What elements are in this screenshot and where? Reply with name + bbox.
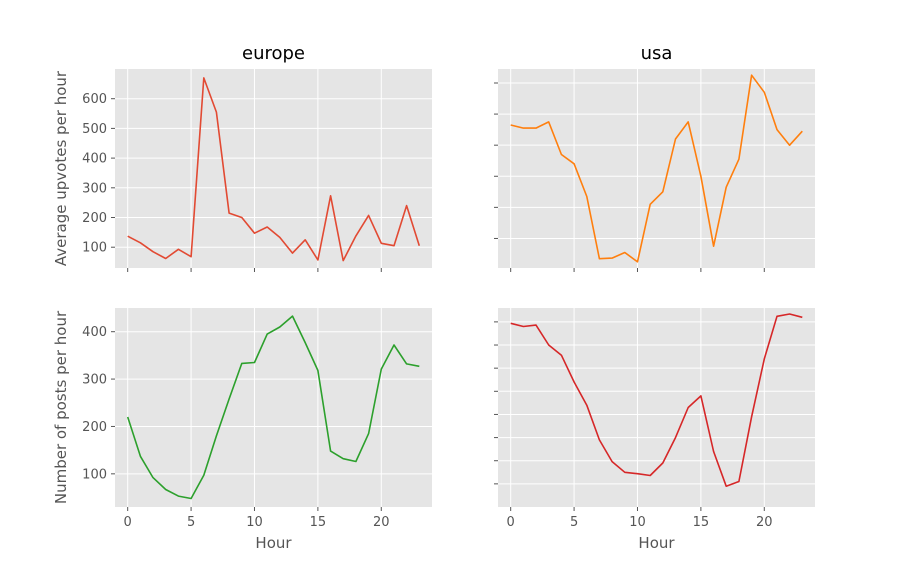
x-tick-label: 5 — [570, 515, 578, 530]
plot-area — [115, 308, 432, 507]
series-line — [510, 74, 803, 263]
subplot-2: 0 5 10 15 20 100 200 300 400 Hour Number of posts … — [52, 308, 432, 552]
y-axis-label: Average upvotes per hour — [52, 70, 70, 266]
plot-area — [498, 308, 815, 507]
y-tick-label: 400 — [82, 152, 107, 167]
x-tick-label: 10 — [629, 515, 646, 530]
x-axis-label: Hour — [255, 534, 292, 552]
subplot-title: europe — [242, 43, 305, 64]
y-tick-label: 100 — [82, 241, 107, 256]
y-tick-label: 400 — [82, 325, 107, 340]
subplot-title: usa — [641, 43, 673, 64]
y-tick-label: 300 — [82, 181, 107, 196]
plot-area — [115, 69, 432, 268]
series-line — [127, 77, 421, 262]
y-tick-label: 600 — [82, 92, 107, 107]
y-tick-label: 100 — [82, 467, 107, 482]
x-tick-label: 5 — [187, 515, 195, 530]
x-tick-label: 15 — [693, 515, 710, 530]
x-tick-label: 0 — [124, 515, 132, 530]
x-tick-label: 15 — [310, 515, 327, 530]
y-tick-label: 200 — [82, 211, 107, 226]
series-line — [126, 315, 420, 500]
x-axis-label: Hour — [638, 534, 675, 552]
y-tick-label: 200 — [82, 420, 107, 435]
x-tick-label: 20 — [373, 515, 390, 530]
subplot-3: 0 5 10 15 20 Hour — [494, 308, 815, 552]
series-line — [510, 313, 803, 488]
y-axis-label: Number of posts per hour — [52, 310, 70, 504]
x-tick-label: 20 — [756, 515, 773, 530]
y-tick-label: 500 — [82, 122, 107, 137]
x-tick-label: 0 — [507, 515, 515, 530]
subplot-1: usa — [494, 43, 815, 272]
x-tick-label: 10 — [246, 515, 263, 530]
subplot-0: 100 200 300 400 500 600 europe Average upvotes … — [52, 43, 432, 272]
y-tick-label: 300 — [82, 373, 107, 388]
plot-area — [498, 69, 815, 268]
